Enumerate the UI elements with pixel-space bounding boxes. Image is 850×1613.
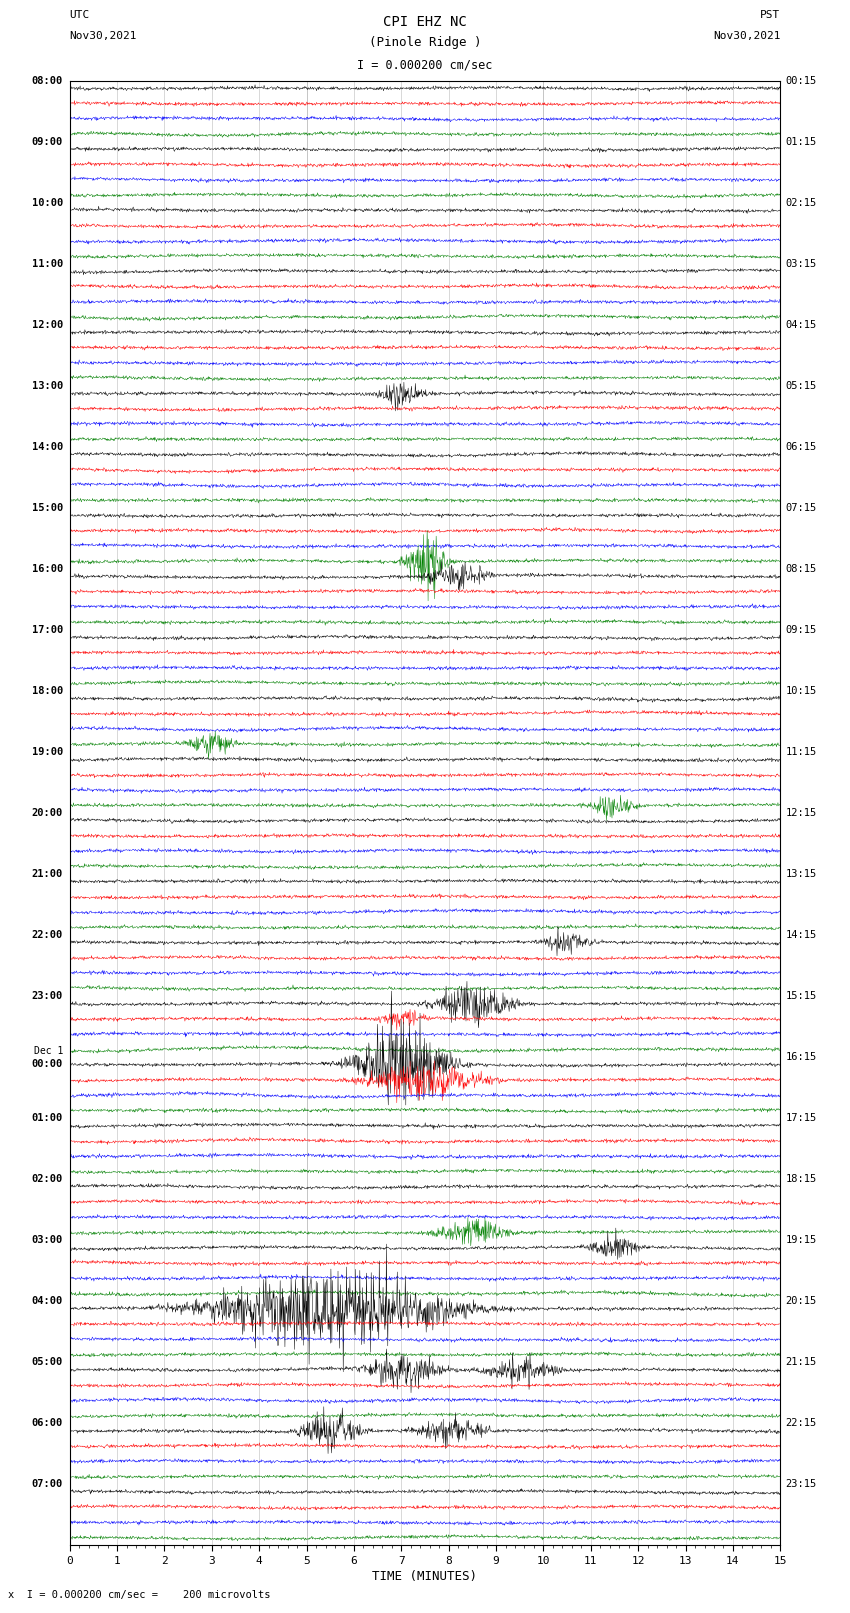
Text: 07:00: 07:00	[31, 1479, 63, 1489]
Text: 02:00: 02:00	[31, 1174, 63, 1184]
Text: 22:00: 22:00	[31, 931, 63, 940]
Text: PST: PST	[760, 10, 780, 19]
X-axis label: TIME (MINUTES): TIME (MINUTES)	[372, 1569, 478, 1582]
Text: 11:15: 11:15	[785, 747, 817, 756]
Text: 03:00: 03:00	[31, 1236, 63, 1245]
Text: 15:15: 15:15	[785, 990, 817, 1002]
Text: 01:15: 01:15	[785, 137, 817, 147]
Text: Nov30,2021: Nov30,2021	[70, 31, 137, 40]
Text: 03:15: 03:15	[785, 258, 817, 269]
Text: 22:15: 22:15	[785, 1418, 817, 1428]
Text: 17:15: 17:15	[785, 1113, 817, 1123]
Text: 02:15: 02:15	[785, 198, 817, 208]
Text: 21:00: 21:00	[31, 869, 63, 879]
Text: 08:00: 08:00	[31, 76, 63, 85]
Text: 05:15: 05:15	[785, 381, 817, 390]
Text: 20:00: 20:00	[31, 808, 63, 818]
Text: I = 0.000200 cm/sec: I = 0.000200 cm/sec	[357, 58, 493, 71]
Text: 18:15: 18:15	[785, 1174, 817, 1184]
Text: 06:00: 06:00	[31, 1418, 63, 1428]
Text: 07:15: 07:15	[785, 503, 817, 513]
Text: 16:00: 16:00	[31, 565, 63, 574]
Text: 18:00: 18:00	[31, 686, 63, 695]
Text: 09:00: 09:00	[31, 137, 63, 147]
Text: 15:00: 15:00	[31, 503, 63, 513]
Text: 04:00: 04:00	[31, 1297, 63, 1307]
Text: 11:00: 11:00	[31, 258, 63, 269]
Text: CPI EHZ NC: CPI EHZ NC	[383, 15, 467, 29]
Text: 09:15: 09:15	[785, 624, 817, 636]
Text: 16:15: 16:15	[785, 1052, 817, 1061]
Text: 00:15: 00:15	[785, 76, 817, 85]
Text: 21:15: 21:15	[785, 1357, 817, 1368]
Text: 14:00: 14:00	[31, 442, 63, 452]
Text: 20:15: 20:15	[785, 1297, 817, 1307]
Text: (Pinole Ridge ): (Pinole Ridge )	[369, 37, 481, 50]
Text: 05:00: 05:00	[31, 1357, 63, 1368]
Text: 13:15: 13:15	[785, 869, 817, 879]
Text: 14:15: 14:15	[785, 931, 817, 940]
Text: 04:15: 04:15	[785, 319, 817, 329]
Text: 12:15: 12:15	[785, 808, 817, 818]
Text: x  I = 0.000200 cm/sec =    200 microvolts: x I = 0.000200 cm/sec = 200 microvolts	[8, 1590, 271, 1600]
Text: 06:15: 06:15	[785, 442, 817, 452]
Text: UTC: UTC	[70, 10, 90, 19]
Text: 12:00: 12:00	[31, 319, 63, 329]
Text: 08:15: 08:15	[785, 565, 817, 574]
Text: 13:00: 13:00	[31, 381, 63, 390]
Text: 23:15: 23:15	[785, 1479, 817, 1489]
Text: 10:15: 10:15	[785, 686, 817, 695]
Text: 23:00: 23:00	[31, 990, 63, 1002]
Text: 10:00: 10:00	[31, 198, 63, 208]
Text: 19:00: 19:00	[31, 747, 63, 756]
Text: Dec 1: Dec 1	[33, 1045, 63, 1055]
Text: 01:00: 01:00	[31, 1113, 63, 1123]
Text: 19:15: 19:15	[785, 1236, 817, 1245]
Text: 17:00: 17:00	[31, 624, 63, 636]
Text: 00:00: 00:00	[31, 1058, 63, 1068]
Text: Nov30,2021: Nov30,2021	[713, 31, 780, 40]
